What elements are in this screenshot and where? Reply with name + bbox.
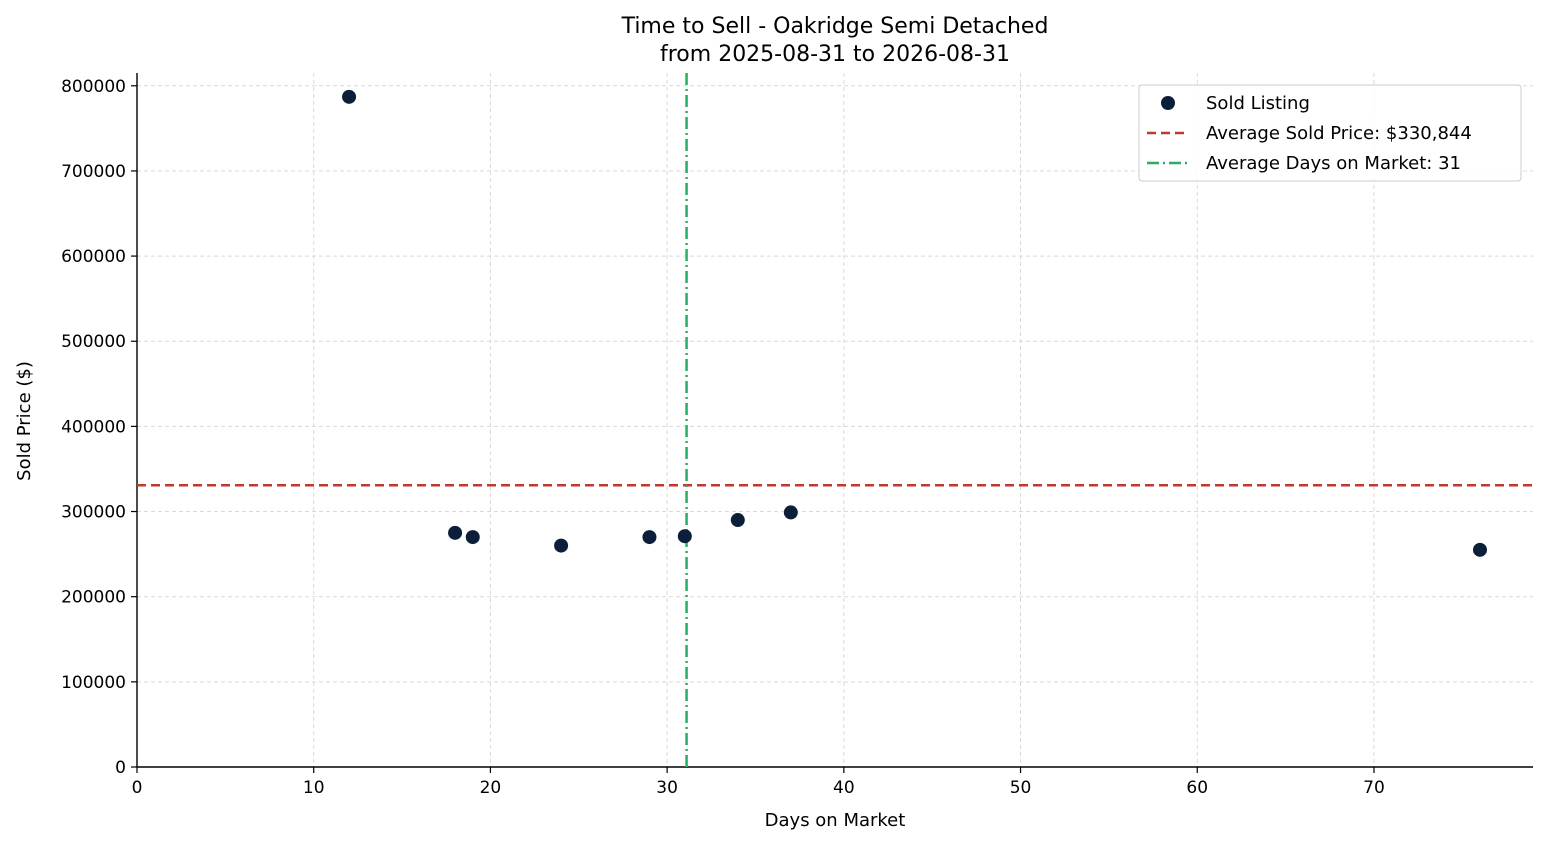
data-point (730, 513, 745, 528)
x-tick-label: 70 (1363, 778, 1385, 798)
x-tick-label: 10 (303, 778, 325, 798)
x-tick-label: 50 (1010, 778, 1032, 798)
data-point (783, 505, 798, 520)
legend-label-average-days: Average Days on Market: 31 (1206, 153, 1461, 174)
data-point (642, 530, 657, 545)
y-tick-label: 100000 (61, 673, 126, 693)
y-tick-label: 800000 (61, 77, 126, 97)
data-points (342, 89, 1487, 557)
x-tick-label: 20 (480, 778, 502, 798)
data-point (448, 525, 463, 540)
chart-title: Time to Sell - Oakridge Semi Detached (621, 14, 1049, 39)
chart-subtitle: from 2025-08-31 to 2026-08-31 (660, 42, 1010, 67)
data-point (554, 538, 569, 553)
legend-label-sold-listing: Sold Listing (1206, 93, 1310, 114)
legend: Sold Listing Average Sold Price: $330,84… (1138, 84, 1522, 182)
x-axis-label: Days on Market (765, 810, 906, 831)
y-tick-label: 600000 (61, 247, 126, 267)
y-tick-label: 700000 (61, 162, 126, 182)
y-tick-label: 400000 (61, 417, 126, 437)
y-tick-label: 0 (115, 758, 126, 778)
x-tick-label: 0 (132, 778, 143, 798)
y-tick-label: 500000 (61, 332, 126, 352)
legend-label-average-price: Average Sold Price: $330,844 (1206, 123, 1472, 144)
x-tick-label: 40 (833, 778, 855, 798)
x-tick-label: 30 (656, 778, 678, 798)
y-tick-label: 300000 (61, 503, 126, 523)
y-tick-label: 200000 (61, 588, 126, 608)
data-point (465, 530, 480, 545)
x-tick-label: 60 (1186, 778, 1208, 798)
y-axis-label: Sold Price ($) (14, 361, 35, 481)
data-point (1472, 542, 1487, 557)
reference-lines (137, 73, 1533, 767)
axes: 0 10 20 30 40 50 60 70 0 100000 200000 300000 400000… (61, 73, 1533, 798)
legend-marker-sold-listing (1161, 96, 1175, 110)
data-point (342, 89, 357, 104)
legend-frame (1138, 84, 1522, 182)
data-point (677, 529, 692, 544)
